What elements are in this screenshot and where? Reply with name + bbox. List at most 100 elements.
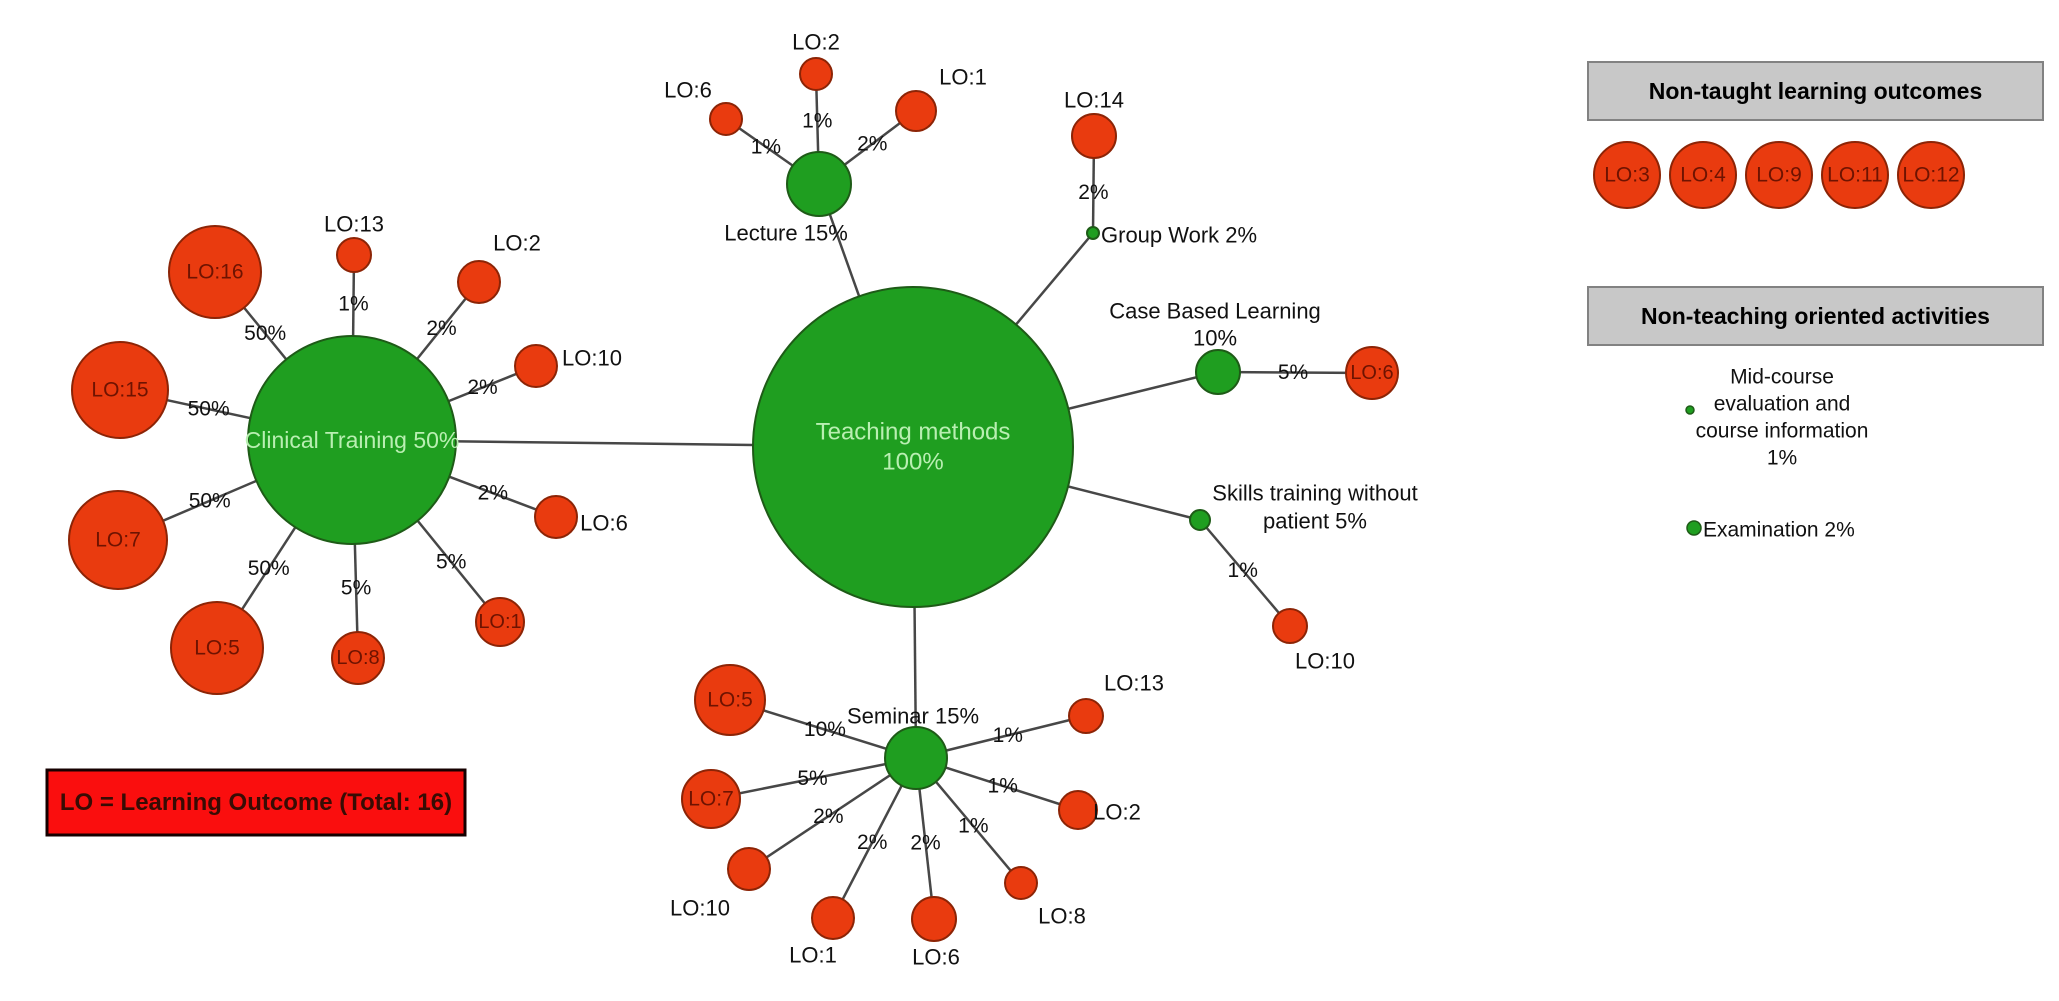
edge-label-clinical-ct-lo2: 2% bbox=[426, 317, 456, 340]
node-sem-lo2 bbox=[1058, 790, 1098, 830]
node-skills bbox=[1189, 509, 1211, 531]
node-nt-lo9 bbox=[1745, 141, 1813, 209]
node-lec-lo2 bbox=[799, 57, 833, 91]
edge-label-seminar-sem-lo8: 1% bbox=[958, 815, 988, 838]
node-clinical bbox=[247, 335, 457, 545]
label-lec-lo2: LO:2 bbox=[792, 30, 840, 55]
node-ct-lo2 bbox=[457, 260, 501, 304]
legend-label: LO = Learning Outcome (Total: 16) bbox=[60, 789, 452, 816]
edge-label-clinical-ct-lo6: 2% bbox=[478, 482, 508, 505]
edge-label-cbl-cbl-lo6: 5% bbox=[1278, 361, 1308, 384]
label-ct-lo7: LO:7 bbox=[95, 529, 141, 552]
node-nt-lo4 bbox=[1669, 141, 1737, 209]
label-nt-lo4: LO:4 bbox=[1680, 164, 1726, 187]
edge-label-groupwork-lo14: 2% bbox=[1078, 181, 1108, 204]
node-lecture bbox=[786, 151, 852, 217]
label-lo14: LO:14 bbox=[1064, 88, 1124, 113]
activity-mid-course-evaluation-line1: Mid-course bbox=[1730, 366, 1834, 389]
node-sem-lo7 bbox=[681, 769, 741, 829]
label-ct-lo5: LO:5 bbox=[194, 637, 240, 660]
label-nt-lo12: LO:12 bbox=[1902, 164, 1959, 187]
label-teaching-line1: Teaching methods bbox=[816, 419, 1011, 446]
node-ct-lo6 bbox=[534, 495, 578, 539]
node-lec-lo1 bbox=[895, 90, 937, 132]
edge-label-seminar-sem-lo7: 5% bbox=[797, 767, 827, 790]
label-sem-lo13: LO:13 bbox=[1104, 671, 1164, 696]
node-ct-lo13 bbox=[336, 237, 372, 273]
node-ct-lo7 bbox=[68, 490, 168, 590]
node-ct-lo8 bbox=[331, 631, 385, 685]
label-groupwork: Group Work 2% bbox=[1101, 223, 1257, 248]
label-sem-lo6: LO:6 bbox=[912, 945, 960, 970]
label-sem-lo7: LO:7 bbox=[688, 788, 734, 811]
node-nt-lo3 bbox=[1593, 141, 1661, 209]
label-lec-lo1: LO:1 bbox=[939, 65, 987, 90]
label-sem-lo5: LO:5 bbox=[707, 689, 753, 712]
edge-label-clinical-ct-lo15: 50% bbox=[188, 398, 230, 421]
edge-label-clinical-ct-lo8: 5% bbox=[341, 576, 371, 599]
label-ct-lo10: LO:10 bbox=[562, 346, 622, 371]
activity-mid-course-evaluation-dot bbox=[1685, 405, 1695, 415]
label-sem-lo1: LO:1 bbox=[789, 943, 837, 968]
panel-non-teaching-title: Non-teaching oriented activities bbox=[1641, 303, 1990, 329]
node-sk-lo10 bbox=[1272, 608, 1308, 644]
node-groupwork bbox=[1086, 226, 1100, 240]
node-teaching bbox=[752, 286, 1074, 608]
label-sem-lo8: LO:8 bbox=[1038, 904, 1086, 929]
edge-label-clinical-ct-lo13: 1% bbox=[338, 293, 368, 316]
edge-label-clinical-ct-lo1: 5% bbox=[436, 551, 466, 574]
legend-box bbox=[45, 768, 467, 837]
node-sem-lo8 bbox=[1004, 866, 1038, 900]
edge-label-clinical-ct-lo16: 50% bbox=[244, 322, 286, 345]
label-sem-lo10: LO:10 bbox=[670, 896, 730, 921]
edge-label-skills-sk-lo10: 1% bbox=[1228, 559, 1258, 582]
edge-label-seminar-sem-lo2: 1% bbox=[988, 774, 1018, 797]
label-nt-lo3: LO:3 bbox=[1604, 164, 1650, 187]
edge-label-seminar-sem-lo6: 2% bbox=[910, 831, 940, 854]
edge-label-seminar-sem-lo10: 2% bbox=[813, 805, 843, 828]
edge-label-seminar-sem-lo13: 1% bbox=[993, 724, 1023, 747]
node-ct-lo15 bbox=[71, 341, 169, 439]
label-skills-line1: Skills training without bbox=[1212, 481, 1417, 506]
node-ct-lo1 bbox=[475, 597, 525, 647]
node-seminar bbox=[884, 726, 948, 790]
label-clinical: Clinical Training 50% bbox=[245, 427, 460, 453]
node-lec-lo6 bbox=[709, 102, 743, 136]
label-cbl-lo6: LO:6 bbox=[1350, 362, 1393, 384]
panel-non-teaching-box bbox=[1587, 286, 2044, 346]
edge-label-seminar-sem-lo1: 2% bbox=[857, 831, 887, 854]
node-ct-lo16 bbox=[168, 225, 262, 319]
panel-non-taught-box bbox=[1587, 61, 2044, 121]
label-lec-lo6: LO:6 bbox=[664, 78, 712, 103]
label-ct-lo15: LO:15 bbox=[91, 379, 148, 402]
edge-label-lecture-lec-lo6: 1% bbox=[751, 135, 781, 158]
node-sem-lo1 bbox=[811, 896, 855, 940]
edge-label-lecture-lec-lo2: 1% bbox=[802, 110, 832, 133]
edge-label-seminar-sem-lo5: 10% bbox=[804, 718, 846, 741]
label-ct-lo16: LO:16 bbox=[186, 261, 243, 284]
edge-seminar-sem-lo7 bbox=[710, 756, 917, 801]
edge-label-clinical-ct-lo5: 50% bbox=[248, 557, 290, 580]
label-sem-lo2: LO:2 bbox=[1093, 800, 1141, 825]
label-lecture: Lecture 15% bbox=[724, 221, 848, 246]
label-ct-lo8: LO:8 bbox=[336, 647, 379, 669]
node-sem-lo13 bbox=[1068, 698, 1104, 734]
node-sem-lo10 bbox=[727, 847, 771, 891]
edge-label-lecture-lec-lo1: 2% bbox=[857, 132, 887, 155]
edge-label-clinical-ct-lo10: 2% bbox=[467, 376, 497, 399]
panel-non-taught-title: Non-taught learning outcomes bbox=[1649, 78, 1983, 104]
node-sem-lo6 bbox=[911, 896, 957, 942]
node-cbl-lo6 bbox=[1345, 346, 1399, 400]
edge-skills-sk-lo10 bbox=[1199, 519, 1291, 627]
activity-mid-course-evaluation-line2: evaluation and bbox=[1714, 393, 1851, 416]
label-ct-lo2: LO:2 bbox=[493, 231, 541, 256]
label-nt-lo11: LO:11 bbox=[1827, 164, 1883, 187]
label-seminar: Seminar 15% bbox=[847, 704, 979, 729]
label-ct-lo6: LO:6 bbox=[580, 511, 628, 536]
edge-seminar-sem-lo10 bbox=[748, 756, 917, 871]
node-sem-lo5 bbox=[694, 664, 766, 736]
activity-examination-line1: Examination 2% bbox=[1703, 519, 1855, 542]
label-sk-lo10: LO:10 bbox=[1295, 649, 1355, 674]
